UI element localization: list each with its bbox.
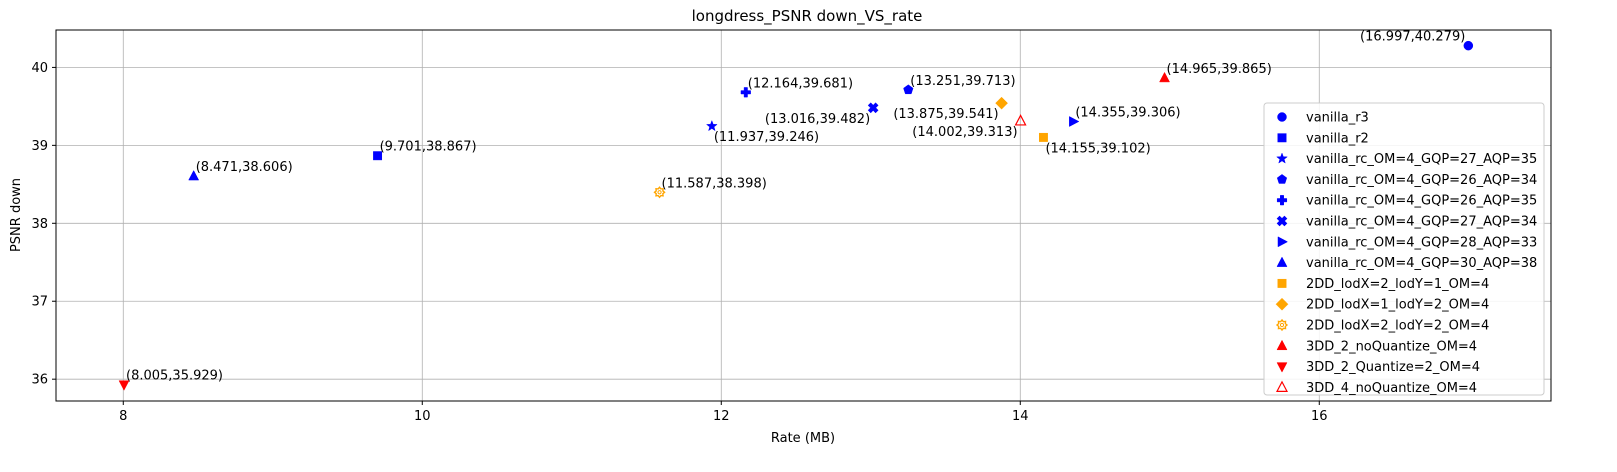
legend-marker bbox=[1276, 215, 1288, 227]
x-tick-label: 10 bbox=[414, 409, 431, 424]
data-point bbox=[995, 96, 1008, 110]
legend-marker bbox=[1276, 152, 1288, 164]
data-label: (8.471,38.606) bbox=[196, 160, 293, 175]
data-label: (8.005,35.929) bbox=[126, 369, 223, 384]
data-point bbox=[1038, 132, 1048, 142]
legend-label: vanilla_r3 bbox=[1306, 111, 1369, 126]
y-tick-label: 40 bbox=[31, 61, 48, 76]
legend-marker bbox=[1277, 112, 1287, 122]
x-tick-label: 8 bbox=[119, 409, 127, 424]
chart-title: longdress_PSNR down_VS_rate bbox=[692, 7, 923, 26]
legend-marker bbox=[1277, 236, 1289, 248]
legend-label: vanilla_rc_OM=4_GQP=27_AQP=34 bbox=[1306, 215, 1537, 230]
legend-label: 3DD_4_noQuantize_OM=4 bbox=[1306, 381, 1477, 396]
data-points bbox=[118, 40, 1474, 391]
legend-marker bbox=[1275, 297, 1289, 311]
x-tick-label: 14 bbox=[1012, 409, 1029, 424]
data-label: (13.875,39.541) bbox=[893, 107, 998, 122]
legend-label: vanilla_rc_OM=4_GQP=26_AQP=35 bbox=[1306, 194, 1537, 209]
y-tick-label: 39 bbox=[31, 139, 48, 154]
legend-marker bbox=[1276, 380, 1288, 392]
legend-label: 2DD_lodX=1_lodY=2_OM=4 bbox=[1306, 298, 1489, 313]
legend-box bbox=[1263, 102, 1545, 396]
data-point bbox=[1159, 71, 1170, 83]
y-tick-label: 37 bbox=[31, 295, 48, 310]
data-point bbox=[1463, 40, 1474, 51]
data-point bbox=[1069, 116, 1080, 127]
data-label: (12.164,39.681) bbox=[748, 76, 853, 91]
legend-label: vanilla_rc_OM=4_GQP=30_AQP=38 bbox=[1306, 256, 1537, 271]
data-label: (14.355,39.306) bbox=[1075, 106, 1180, 121]
legend-marker bbox=[1276, 339, 1288, 351]
data-label: (11.587,38.398) bbox=[662, 176, 767, 191]
data-point bbox=[903, 84, 914, 95]
data-point bbox=[1014, 114, 1027, 126]
legend: vanilla_r3 vanilla_r2 vanilla_rc_OM=4_GQP=… bbox=[1263, 102, 1545, 396]
y-tick-label: 36 bbox=[31, 373, 48, 388]
data-label: (13.016,39.482) bbox=[765, 112, 870, 127]
legend-label: vanilla_r2 bbox=[1306, 131, 1369, 146]
data-label: (14.155,39.102) bbox=[1045, 141, 1150, 156]
x-axis-label: Rate (MB) bbox=[771, 431, 835, 446]
data-point bbox=[705, 119, 718, 132]
data-point bbox=[867, 102, 879, 114]
legend-marker bbox=[1276, 362, 1288, 373]
legend-label: 2DD_lodX=2_lodY=1_OM=4 bbox=[1306, 277, 1489, 292]
data-point bbox=[118, 380, 130, 391]
data-point bbox=[740, 87, 751, 98]
data-label: (13.251,39.713) bbox=[910, 74, 1015, 89]
legend-marker bbox=[1277, 278, 1287, 288]
legend-marker bbox=[1276, 174, 1288, 184]
data-point bbox=[653, 186, 666, 199]
x-tick-label: 16 bbox=[1311, 409, 1328, 424]
legend-marker bbox=[1277, 133, 1287, 143]
data-label: (14.965,39.865) bbox=[1167, 62, 1272, 77]
data-label: (16.997,40.279) bbox=[1360, 30, 1465, 45]
legend-label: vanilla_rc_OM=4_GQP=28_AQP=33 bbox=[1306, 235, 1537, 250]
legend-label: 3DD_2_noQuantize_OM=4 bbox=[1306, 339, 1477, 354]
axis-ticks: 8 10 12 14 16 36 37 38 39 40 bbox=[31, 61, 1327, 424]
legend-label: 2DD_lodX=2_lodY=2_OM=4 bbox=[1306, 319, 1489, 334]
y-tick-label: 38 bbox=[31, 217, 48, 232]
legend-marker bbox=[1276, 256, 1288, 267]
x-tick-label: 12 bbox=[713, 409, 730, 424]
data-label: (14.002,39.313) bbox=[912, 125, 1017, 140]
legend-marker bbox=[1276, 195, 1288, 206]
plot-frame bbox=[55, 29, 1552, 402]
legend-marker bbox=[1275, 318, 1289, 332]
data-labels: (16.997,40.279) (9.701,38.867) (11.937,39.… bbox=[126, 30, 1465, 384]
data-label: (9.701,38.867) bbox=[380, 140, 477, 155]
data-point bbox=[373, 151, 383, 161]
legend-label: 3DD_2_Quantize=2_OM=4 bbox=[1306, 360, 1480, 375]
legend-label: vanilla_rc_OM=4_GQP=27_AQP=35 bbox=[1306, 152, 1537, 167]
data-label: (11.937,39.246) bbox=[714, 130, 819, 145]
legend-label: vanilla_rc_OM=4_GQP=26_AQP=34 bbox=[1306, 173, 1537, 188]
y-axis-label: PSNR down bbox=[9, 178, 24, 252]
data-point bbox=[188, 170, 200, 181]
